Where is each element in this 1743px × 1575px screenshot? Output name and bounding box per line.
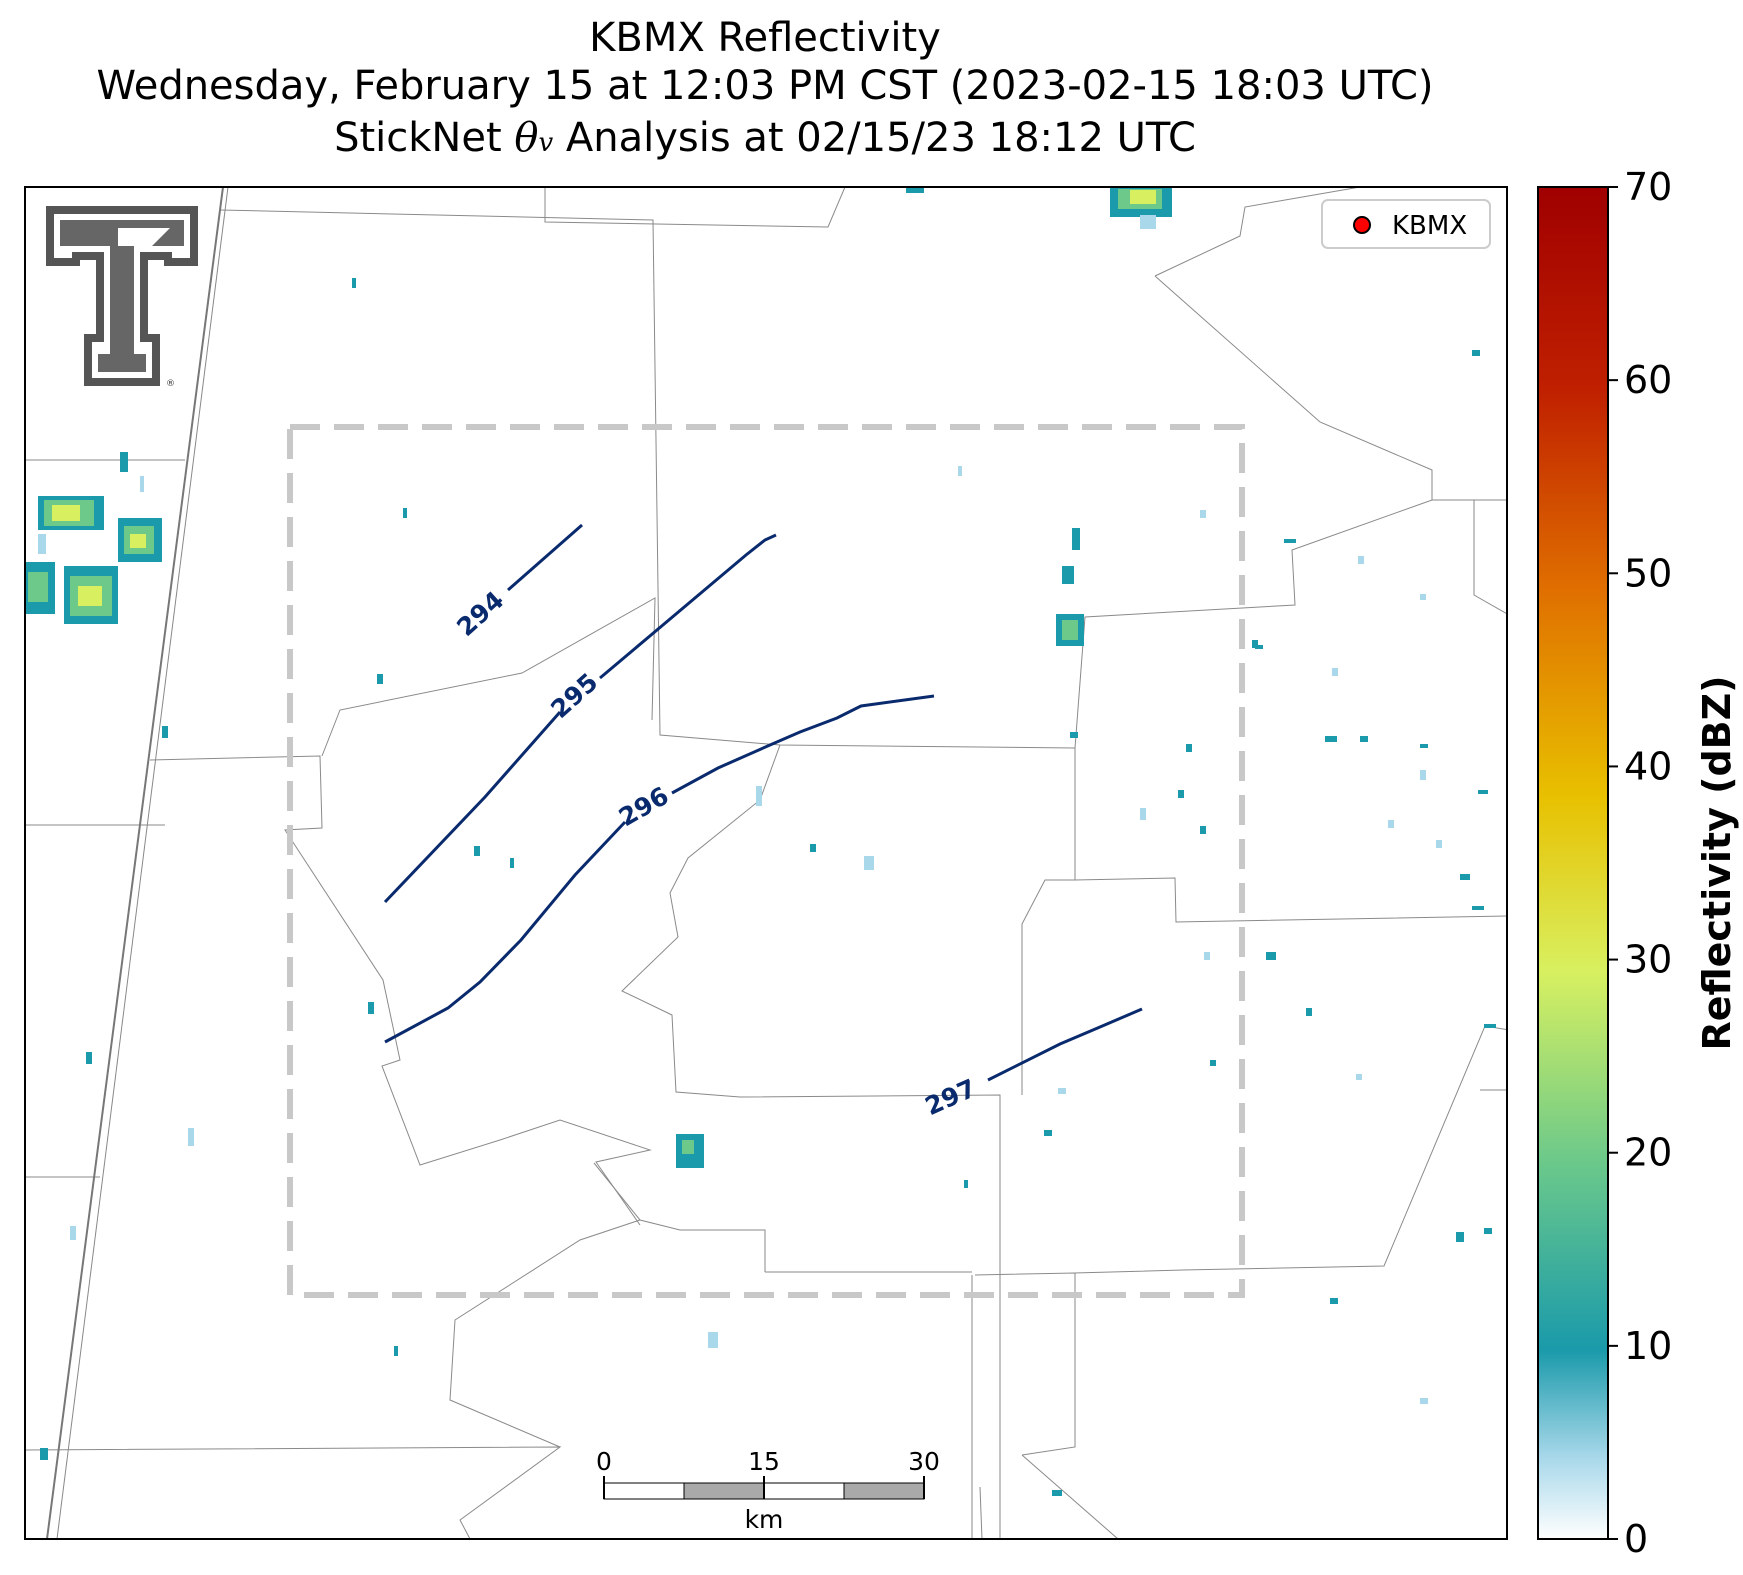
scale-tick-15: 15 <box>748 1447 780 1476</box>
map-frame <box>24 186 1508 1540</box>
reflectivity-echoes <box>25 187 1496 1496</box>
contour-297 <box>987 1007 1143 1082</box>
theta-v-contours <box>383 523 1143 1082</box>
contour-296 <box>384 694 935 1044</box>
colorbar-tick-label: 70 <box>1624 165 1672 209</box>
colorbar-tick-label: 0 <box>1624 1517 1648 1561</box>
map-panel: 294 295 296 297 ® KBMX 0 <box>25 187 1507 1539</box>
scale-tick-30: 30 <box>908 1447 940 1476</box>
double-t-logo: ® <box>46 206 198 389</box>
scale-unit: km <box>745 1505 784 1534</box>
registered-mark: ® <box>166 379 175 389</box>
colorbar-tick-label: 10 <box>1624 1324 1672 1368</box>
colorbar: 0 10 20 30 40 50 60 70 Reflectivity (dBZ) <box>1537 165 1739 1561</box>
scale-tick-0: 0 <box>596 1447 612 1476</box>
colorbar-tick-label: 40 <box>1624 744 1672 788</box>
scale-bar: 0 15 30 km <box>596 1447 940 1534</box>
colorbar-tick-label: 30 <box>1624 938 1672 982</box>
map-subtitle-time: Wednesday, February 15 at 12:03 PM CST (… <box>96 63 1434 109</box>
county-boundaries <box>25 187 1507 1539</box>
contour-295 <box>383 533 777 904</box>
state-boundary-line <box>46 187 224 1539</box>
legend: KBMX <box>1321 199 1491 249</box>
colorbar-tick-label: 60 <box>1624 358 1672 402</box>
colorbar-tick-label: 20 <box>1624 1131 1672 1175</box>
kbmx-marker-icon <box>1353 216 1371 234</box>
state-boundary-line-2 <box>56 187 229 1539</box>
map-title: KBMX Reflectivity <box>589 15 941 61</box>
legend-entry-kbmx: KBMX <box>1392 211 1467 241</box>
colorbar-label: Reflectivity (dBZ) <box>1695 675 1739 1050</box>
colorbar-ticks: 0 10 20 30 40 50 60 70 <box>1608 165 1672 1561</box>
analysis-domain-box <box>287 424 1245 1298</box>
contour-294 <box>507 523 583 592</box>
map-subtitle-analysis: StickNet θv Analysis at 02/15/23 18:12 U… <box>334 115 1196 161</box>
colorbar-tick-label: 50 <box>1624 551 1672 595</box>
